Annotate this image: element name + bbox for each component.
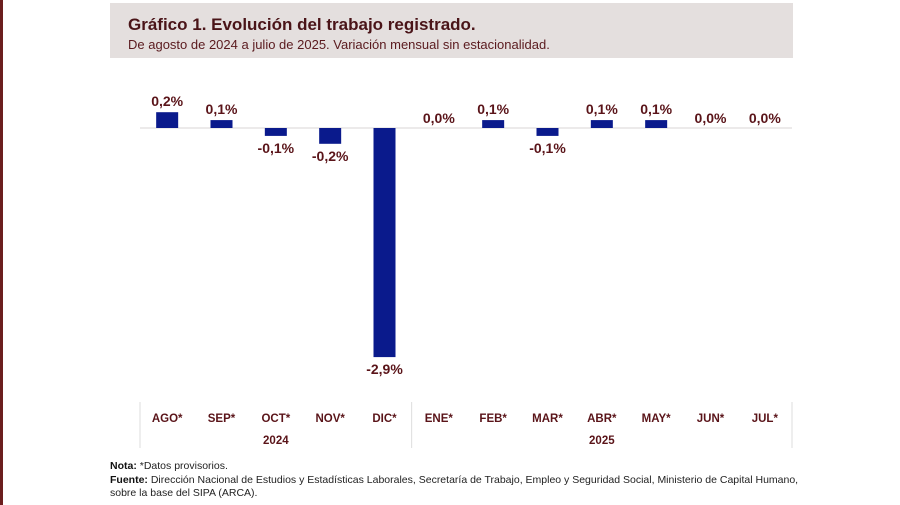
data-label: -0,1% xyxy=(529,140,566,156)
x-tick-label: MAY* xyxy=(642,413,671,425)
data-label: 0,2% xyxy=(151,93,183,109)
title-box: Gráfico 1. Evolución del trabajo registr… xyxy=(110,3,793,58)
data-label: 0,0% xyxy=(423,110,455,126)
x-tick-label: JUN* xyxy=(697,413,725,425)
bar-6 xyxy=(482,120,505,128)
frame-border xyxy=(0,0,3,505)
source-text: Dirección Nacional de Estudios y Estadís… xyxy=(110,473,799,500)
x-tick-label: ABR* xyxy=(587,413,617,425)
x-tick-label: NOV* xyxy=(315,413,345,425)
data-label: 0,1% xyxy=(206,101,238,117)
x-tick-label: JUL* xyxy=(752,413,779,425)
x-tick-label: OCT* xyxy=(261,413,290,425)
bar-8 xyxy=(590,120,613,128)
chart-subtitle: De agosto de 2024 a julio de 2025. Varia… xyxy=(128,37,550,52)
bar-3 xyxy=(319,128,342,144)
bar-0 xyxy=(156,112,179,128)
source-line: Fuente: Dirección Nacional de Estudios y… xyxy=(110,474,800,501)
data-label: -2,9% xyxy=(366,361,403,377)
chart-title: Gráfico 1. Evolución del trabajo registr… xyxy=(128,15,476,34)
x-tick-label: DIC* xyxy=(372,413,397,425)
bar-9 xyxy=(645,120,668,128)
bar-4 xyxy=(373,128,396,358)
x-tick-label: ENE* xyxy=(425,413,454,425)
year-label: 2025 xyxy=(589,435,615,447)
data-label: 0,0% xyxy=(749,110,781,126)
data-label: -0,1% xyxy=(258,140,295,156)
x-tick-label: FEB* xyxy=(479,413,507,425)
bar-1 xyxy=(210,120,233,128)
x-tick-label: SEP* xyxy=(208,413,236,425)
data-label: 0,0% xyxy=(695,110,727,126)
note-label: Nota: xyxy=(110,460,137,472)
source-label: Fuente: xyxy=(110,473,148,486)
data-label: 0,1% xyxy=(477,101,509,117)
note-line: Nota: *Datos provisorios. xyxy=(110,460,800,474)
bar-2 xyxy=(264,128,287,136)
x-tick-label: MAR* xyxy=(532,413,563,425)
bar-7 xyxy=(536,128,559,136)
data-label: -0,2% xyxy=(312,148,349,164)
year-label: 2024 xyxy=(263,435,289,447)
bar-chart: 0,2% AGO* 0,1% SEP* -0,1% OCT* -0,2% NOV* -2,9% D… xyxy=(139,93,793,448)
x-tick-label: AGO* xyxy=(152,413,183,425)
data-label: 0,1% xyxy=(640,101,672,117)
data-label: 0,1% xyxy=(586,101,618,117)
note-text: *Datos provisorios. xyxy=(136,460,228,472)
notes: Nota: *Datos provisorios. Fuente: Direcc… xyxy=(110,460,800,501)
